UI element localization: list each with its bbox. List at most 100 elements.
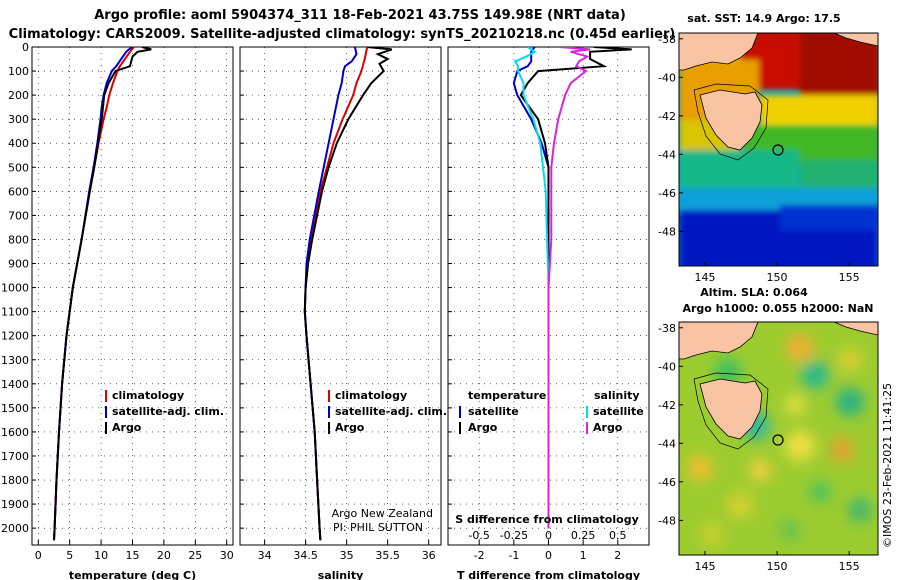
- argo-location-marker: [772, 144, 784, 156]
- mainland-land: [679, 33, 759, 71]
- difference-panel: -2 -1 0 1 2 -0.5 -0.25 0 0.25 0.5 T difference fro…: [447, 46, 650, 580]
- map-y-tick-label: -42: [658, 110, 676, 123]
- map-x-tick-label: 145: [694, 271, 715, 284]
- x-tick-label: 2: [614, 549, 621, 562]
- map-y-tick-label: -40: [658, 71, 676, 84]
- y-tick-label: 400: [8, 137, 29, 150]
- map-y-tick-label: -46: [658, 187, 676, 200]
- y-tick-label: 1600: [1, 426, 29, 439]
- x-tick-label: 5: [66, 549, 73, 562]
- series-line-argo: [53, 47, 152, 541]
- y-tick-label: 1400: [1, 378, 29, 391]
- x-tick-label: 35.5: [375, 549, 400, 562]
- x-tick-label: 0: [35, 549, 42, 562]
- salinity-annotation: Argo New Zealand PI: PHIL SUTTON: [332, 507, 433, 534]
- y-tick-label: 1900: [1, 498, 29, 511]
- y-tick-label: 600: [8, 185, 29, 198]
- x-top-tick-label: -0.5: [468, 529, 489, 542]
- series-line-argo: [303, 47, 393, 541]
- x-tick-label: 0: [545, 549, 552, 562]
- y-tick-label: 800: [8, 233, 29, 246]
- sla-map: [679, 322, 878, 555]
- mainland-land: [679, 322, 759, 360]
- series-line-climatology: [303, 47, 369, 541]
- x-top-tick-label: 0.25: [571, 529, 596, 542]
- x-tick-label: 34.5: [293, 549, 318, 562]
- panel-grid: [240, 46, 441, 545]
- sla-map-title-line2: Argo h1000: 0.055 h2000: NaN: [682, 302, 873, 315]
- temperature-legend: climatology satellite-adj. clim. Argo: [105, 389, 224, 434]
- y-tick-label: 2000: [1, 522, 29, 535]
- map-y-tick-label: -48: [658, 225, 676, 238]
- legend-label-t-argo: Argo: [468, 421, 498, 434]
- y-tick-label: 1800: [1, 474, 29, 487]
- y-tick-label: 1000: [1, 282, 29, 295]
- map-x-tick-label: 150: [767, 271, 788, 284]
- temperature-panel: 0 5 10 15 20 25 30 temperature (deg C) 0 100 200 30…: [1, 41, 234, 580]
- x-top-tick-label: 0.5: [609, 529, 627, 542]
- y-tick-label: 1200: [1, 330, 29, 343]
- x-axis-label: salinity: [318, 569, 364, 580]
- figure-title-line1: Argo profile: aoml 5904374_311 18-Feb-20…: [94, 8, 626, 23]
- sla-map-frame: [678, 321, 879, 556]
- sst-map-title: sat. SST: 14.9 Argo: 17.5: [687, 12, 840, 25]
- x-tick-label: 1: [580, 549, 587, 562]
- y-tick-label: 100: [8, 65, 29, 78]
- sst-map: [679, 33, 878, 266]
- x-axis-label: T difference from climatology: [457, 569, 640, 580]
- map-y-tick-label: -44: [658, 437, 676, 450]
- y-tick-label: 500: [8, 161, 29, 174]
- map-x-tick-label: 155: [839, 560, 860, 573]
- map-x-tick-label: 145: [694, 560, 715, 573]
- salinity-panel: 34 34.5 35 35.5 36 salinity: [239, 46, 442, 580]
- salinity-legend: climatology satellite-adj. clim. Argo: [328, 389, 447, 434]
- mainland-land-east: [833, 322, 878, 336]
- sla-map-title-line1: Altim. SLA: 0.064: [700, 286, 808, 299]
- x-tick-label: -1: [508, 549, 519, 562]
- x-tick-label: 20: [157, 549, 171, 562]
- legend-label-t-satellite: satellite: [468, 405, 519, 418]
- panel-grid: [32, 46, 233, 545]
- sla-map-axes: 145 150 155 -38 -40 -42 -44 -46 -48: [658, 322, 860, 573]
- legend-label-argo: Argo: [335, 421, 365, 434]
- map-y-tick-label: -48: [658, 514, 676, 527]
- x-top-tick-label: -0.25: [500, 529, 528, 542]
- tasmania-land: [699, 378, 763, 440]
- map-x-tick-label: 150: [767, 560, 788, 573]
- legend-label-climatology: climatology: [112, 389, 184, 402]
- difference-legend: temperature salinity satellite Argo sate…: [459, 389, 644, 434]
- annotation-pi: PI: PHIL SUTTON: [333, 521, 423, 534]
- series-group: [53, 47, 152, 541]
- series-line-argo-s: [547, 47, 591, 529]
- annotation-program: Argo New Zealand: [332, 507, 433, 520]
- mainland-land-east: [833, 33, 878, 47]
- series-line-satellite-t: [512, 47, 550, 529]
- map-y-tick-label: -44: [658, 148, 676, 161]
- series-line-argo-t: [519, 47, 632, 529]
- sst-map-frame: [678, 32, 879, 267]
- legend-label-satellite: satellite-adj. clim.: [112, 405, 224, 418]
- map-x-tick-label: 155: [839, 271, 860, 284]
- series-line-climatology: [53, 47, 135, 541]
- x-tick-label: 34: [258, 549, 272, 562]
- imos-credit: ©IMOS 23-Feb-2021 11:41:25: [881, 383, 894, 548]
- legend-label-s-satellite: satellite: [593, 405, 644, 418]
- series-line-satellite-adj-clim-: [303, 47, 358, 541]
- x-tick-label: 35: [340, 549, 354, 562]
- series-group: [512, 47, 632, 529]
- x-tick-label: 30: [220, 549, 234, 562]
- x-top-tick-label: 0: [545, 529, 552, 542]
- legend-label-argo: Argo: [112, 421, 142, 434]
- map-y-tick-label: -46: [658, 476, 676, 489]
- map-y-tick-label: -42: [658, 399, 676, 412]
- difference-top-axis-label: S difference from climatology: [455, 513, 639, 526]
- legend-label-s-argo: Argo: [593, 421, 623, 434]
- y-tick-label: 700: [8, 209, 29, 222]
- tasmania-land: [699, 89, 763, 151]
- legend-label-climatology: climatology: [335, 389, 407, 402]
- y-tick-label: 1700: [1, 450, 29, 463]
- x-tick-label: 25: [188, 549, 202, 562]
- series-group: [303, 47, 393, 541]
- y-tick-label: 200: [8, 89, 29, 102]
